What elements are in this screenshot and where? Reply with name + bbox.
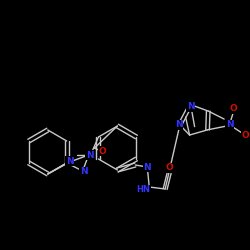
Text: O: O (165, 164, 173, 172)
Text: N: N (175, 120, 183, 130)
Text: N: N (187, 102, 194, 111)
Text: O: O (99, 146, 106, 156)
Text: N: N (226, 120, 233, 129)
Text: N: N (66, 156, 74, 166)
Text: N: N (86, 150, 94, 160)
Text: N: N (144, 162, 151, 172)
Text: HN: HN (136, 186, 150, 194)
Text: N: N (80, 168, 88, 176)
Text: O: O (230, 104, 237, 113)
Text: O: O (242, 131, 249, 140)
